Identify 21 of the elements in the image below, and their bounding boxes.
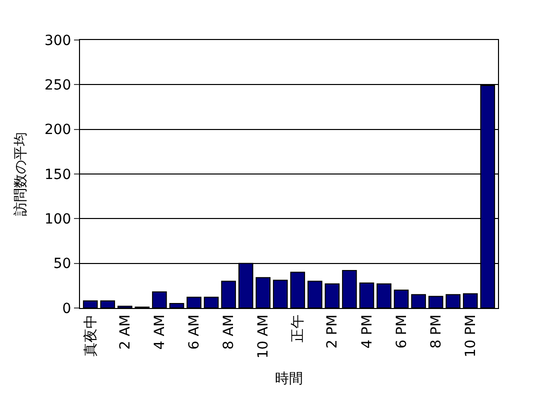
y-axis-title: 訪問数の平均 [13,132,30,216]
y-tick-label: 0 [62,300,72,317]
x-tick-label: 6 AM [186,314,203,350]
x-tick-label: 8 AM [221,314,238,350]
x-tick-label: 8 PM [428,314,444,348]
y-tick-label: 250 [44,78,72,94]
x-tick-label: 10 AM [256,314,272,359]
y-tick-label: 50 [53,256,72,272]
x-axis-title: 時間 [275,370,303,387]
y-tick-label: 200 [44,122,72,138]
y-tick-label: 150 [44,166,72,183]
x-tick-label: 4 PM [359,314,376,348]
x-tick-label: 真夜中 [82,314,99,357]
x-tick-label: 2 PM [324,314,341,348]
x-tick-label: 6 PM [394,314,410,348]
x-tick-label: 10 PM [462,314,479,358]
x-tick-label: 4 AM [152,314,168,350]
x-tick-label: 2 AM [117,314,134,350]
y-tick-label: 100 [44,212,72,228]
y-tick-label: 300 [44,32,72,49]
x-tick-label: 正午 [290,314,306,343]
